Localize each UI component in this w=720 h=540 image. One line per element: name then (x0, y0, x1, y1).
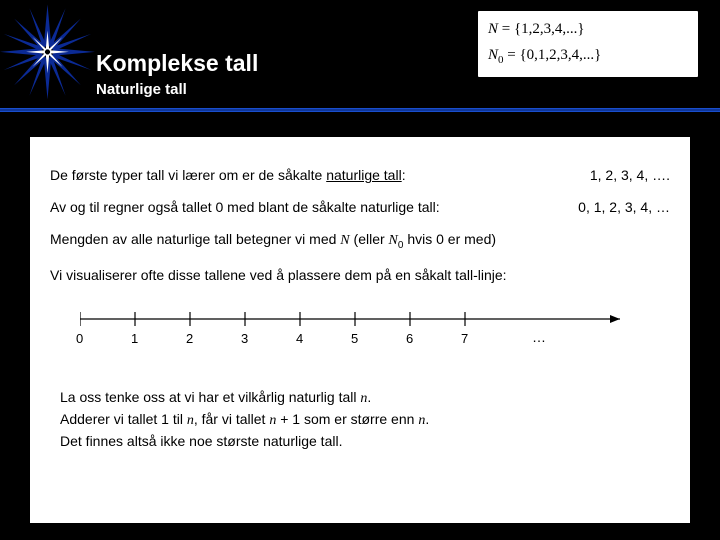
p3-a: Mengden av alle naturlige tall betegner … (50, 231, 340, 247)
starburst-icon (0, 0, 95, 100)
formula-rhs-1: = {1,2,3,4,...} (502, 21, 585, 37)
nl-label-5: 5 (351, 331, 406, 346)
formula-box: N = {1,2,3,4,...} N0 = {0,1,2,3,4,...} (478, 11, 698, 77)
p5-l2-a: Adderer vi tallet 1 til (60, 411, 187, 427)
p2-text: Av og til regner også tallet 0 med blant… (50, 199, 440, 215)
separator (0, 108, 720, 112)
nl-label-1: 1 (131, 331, 186, 346)
p5-l1-a: La oss tenke oss at vi har et vilkårlig … (60, 389, 360, 405)
formula-line-2: N0 = {0,1,2,3,4,...} (488, 43, 688, 70)
p3-c: hvis 0 er med) (403, 231, 496, 247)
paragraph-1: De første typer tall vi lærer om er de s… (50, 167, 670, 183)
paragraph-5: La oss tenke oss at vi har et vilkårlig … (50, 387, 670, 452)
nl-label-2: 2 (186, 331, 241, 346)
formula-n0: N (488, 47, 498, 63)
formula-line-1: N = {1,2,3,4,...} (488, 17, 688, 43)
p5-l2-d: . (425, 411, 429, 427)
p2-value: 0, 1, 2, 3, 4, … (558, 199, 670, 215)
number-line: 0 1 2 3 4 5 6 7 … (80, 307, 640, 357)
content: De første typer tall vi lærer om er de s… (28, 135, 692, 525)
p5-l2-c: + 1 som er større enn (276, 411, 418, 427)
nl-label-6: 6 (406, 331, 461, 346)
formula-n: N (488, 21, 498, 37)
header: Komplekse tall Naturlige tall N = {1,2,3… (0, 0, 720, 130)
page-subtitle: Naturlige tall (96, 81, 187, 98)
p5-l2-n1: n (187, 413, 194, 428)
number-line-labels: 0 1 2 3 4 5 6 7 (80, 331, 520, 346)
p1-underline: naturlige tall (326, 167, 402, 183)
nl-label-4: 4 (296, 331, 351, 346)
paragraph-2: Av og til regner også tallet 0 med blant… (50, 199, 670, 215)
nl-ellipsis: … (532, 329, 548, 345)
p1-text-b: : (402, 167, 406, 183)
p5-l2-b: , får vi tallet (194, 411, 269, 427)
page-title: Komplekse tall (96, 50, 258, 77)
p3-n0: N (389, 233, 398, 248)
p5-line-2: Adderer vi tallet 1 til n, får vi tallet… (60, 409, 670, 431)
p5-line-1: La oss tenke oss at vi har et vilkårlig … (60, 387, 670, 409)
p3-b: (eller (350, 231, 389, 247)
nl-label-7: 7 (461, 331, 516, 346)
paragraph-4: Vi visualiserer ofte disse tallene ved å… (50, 267, 670, 283)
nl-label-3: 3 (241, 331, 296, 346)
nl-label-0: 0 (76, 331, 131, 346)
p1-text-a: De første typer tall vi lærer om er de s… (50, 167, 326, 183)
paragraph-3: Mengden av alle naturlige tall betegner … (50, 231, 670, 251)
p5-l1-b: . (367, 389, 371, 405)
p3-n: N (340, 233, 349, 248)
p5-line-3: Det finnes altså ikke noe største naturl… (60, 431, 670, 451)
formula-n0-sub: 0 (498, 54, 504, 66)
formula-rhs-2: = {0,1,2,3,4,...} (507, 47, 601, 63)
p1-value: 1, 2, 3, 4, …. (570, 167, 670, 183)
